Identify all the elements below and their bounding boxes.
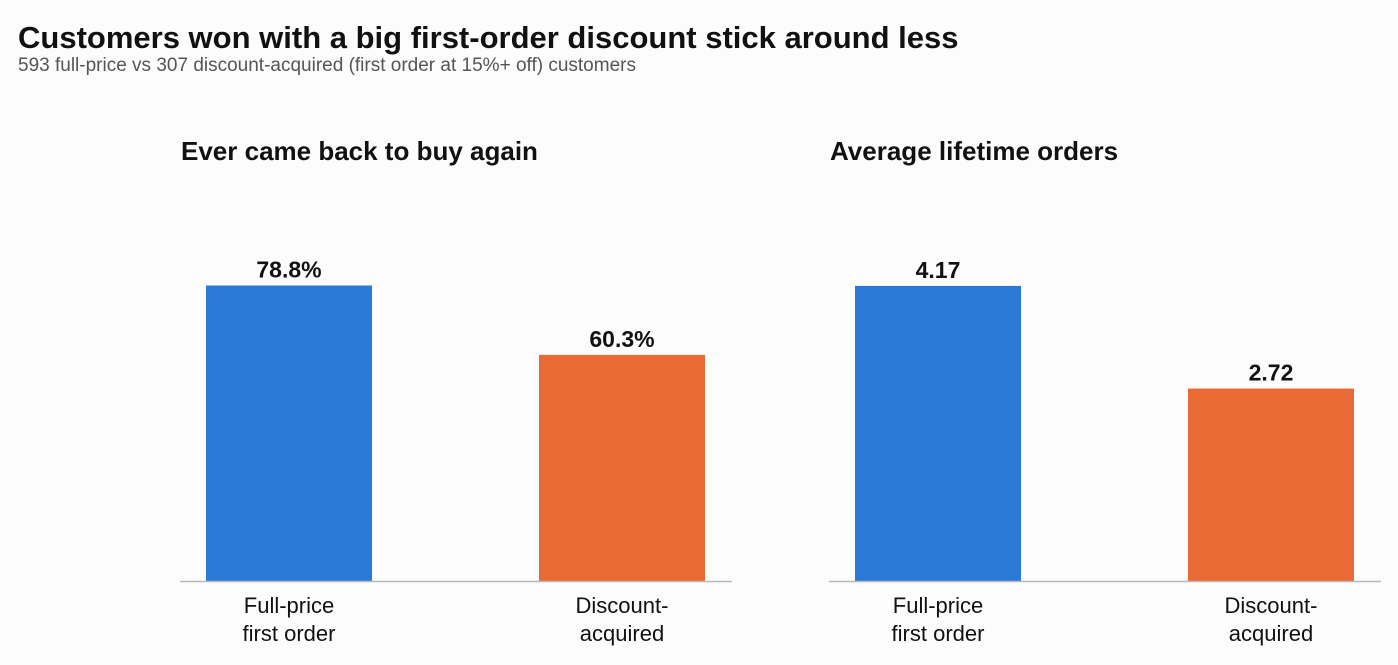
repeat-rate-bar-discount [539,354,705,581]
lifetime-orders-category-label: Discount-acquired [1225,593,1318,646]
repeat-rate-value-label: 78.8% [256,257,321,283]
lifetime-orders-value-label: 4.17 [916,257,961,283]
repeat-rate-category-label: Discount-acquired [576,593,669,646]
chart-title: Customers won with a big first-order dis… [18,20,959,55]
lifetime-orders-bar-full-price [855,285,1021,581]
panel-title-lifetime-orders: Average lifetime orders [830,136,1119,166]
lifetime-orders-bar-discount [1188,388,1354,581]
repeat-rate-value-label: 60.3% [589,326,654,352]
panel-title-repeat-rate: Ever came back to buy again [181,136,538,166]
chart-subtitle: 593 full-price vs 307 discount-acquired … [18,55,636,76]
lifetime-orders-value-label: 2.72 [1249,360,1294,386]
repeat-rate-category-label: Full-price first order [243,593,336,646]
lifetime-orders-category-label: Full-price first order [892,593,985,646]
repeat-rate-bar-full-price [206,285,372,581]
